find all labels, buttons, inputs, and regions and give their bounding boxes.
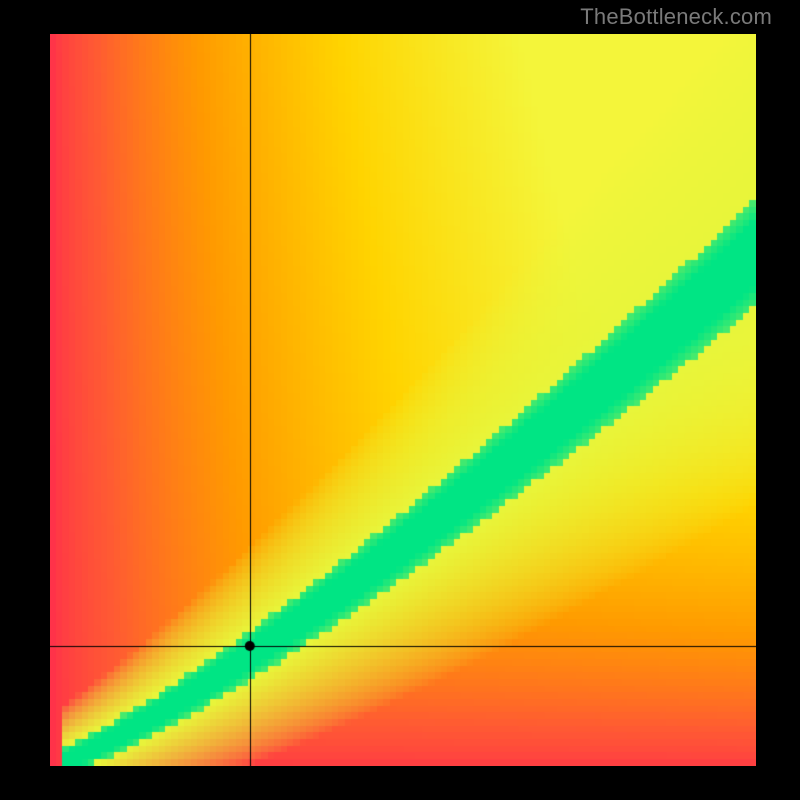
chart-area [50,34,756,766]
bottleneck-heatmap [50,34,756,766]
watermark-text: TheBottleneck.com [580,4,772,30]
